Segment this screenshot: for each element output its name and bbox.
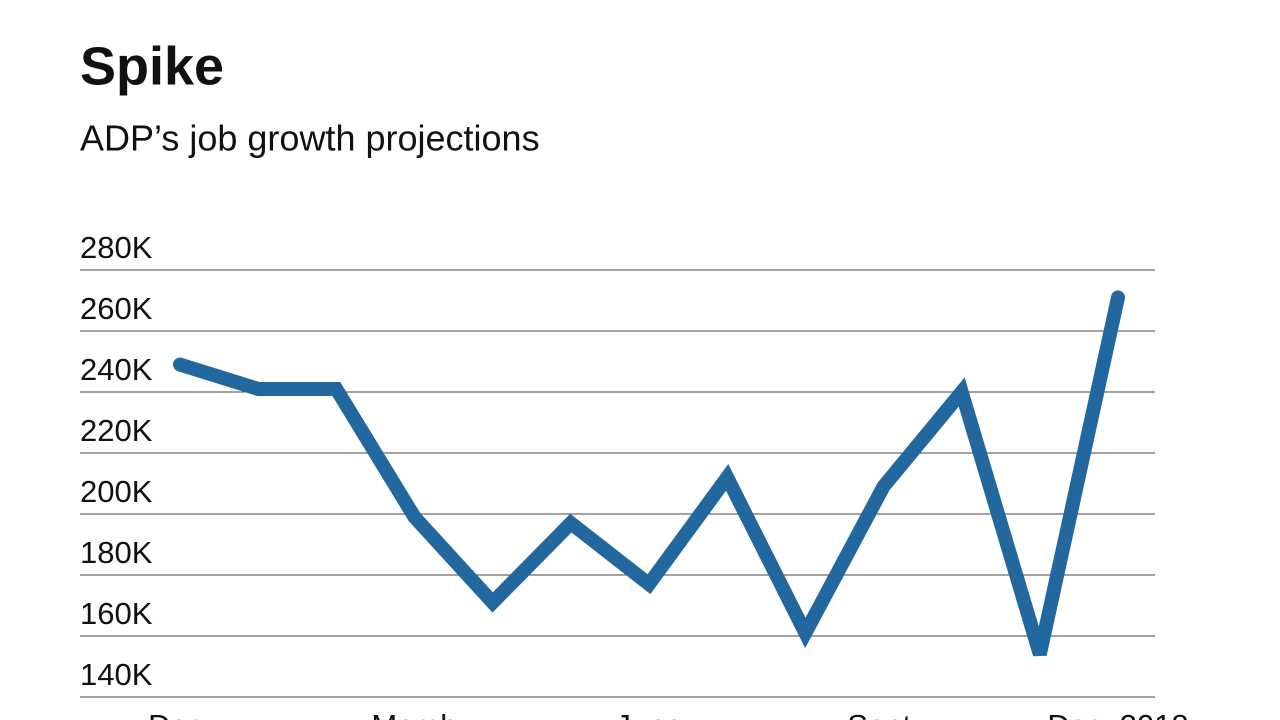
- y-tick-label: 200K: [80, 474, 153, 509]
- x-tick-label: Dec. 2018: [1047, 708, 1188, 720]
- chart-title: Spike: [80, 36, 224, 96]
- y-tick-label: 260K: [80, 291, 153, 326]
- x-tick-label: June: [615, 708, 682, 720]
- x-tick-label: Sept.: [847, 708, 919, 720]
- y-tick-label: 140K: [80, 657, 153, 692]
- y-tick-label: 220K: [80, 413, 153, 448]
- x-tick-label: Dec.: [148, 708, 212, 720]
- x-tick-label: March: [371, 708, 457, 720]
- y-tick-label: 280K: [80, 230, 153, 265]
- chart-subtitle: ADP’s job growth projections: [80, 118, 540, 159]
- y-tick-label: 160K: [80, 596, 153, 631]
- y-tick-label: 240K: [80, 352, 153, 387]
- data-line: [173, 290, 1125, 657]
- y-tick-label: 180K: [80, 535, 153, 570]
